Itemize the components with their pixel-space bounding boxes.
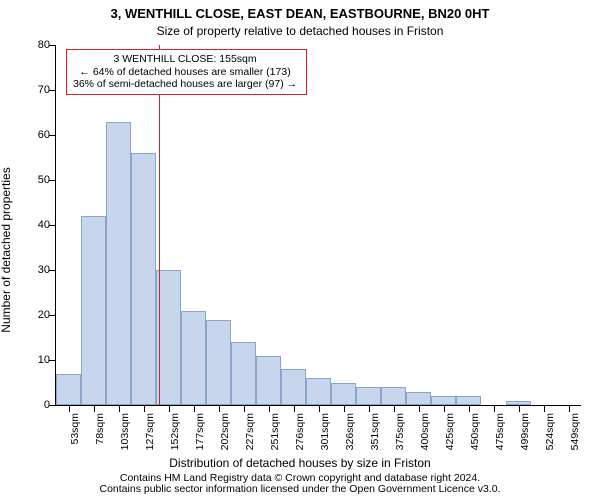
footer-text: Contains HM Land Registry data © Crown c… <box>0 473 600 496</box>
x-tick-label: 450sqm <box>469 413 481 450</box>
x-tick-label: 177sqm <box>194 413 206 450</box>
x-tick <box>544 406 545 412</box>
histogram-bar <box>506 401 531 406</box>
x-tick <box>419 406 420 412</box>
x-tick-label: 53sqm <box>69 413 81 445</box>
x-tick <box>569 406 570 412</box>
x-tick-label: 400sqm <box>419 413 431 450</box>
histogram-bar <box>356 387 381 405</box>
y-tick-label: 10 <box>26 354 50 366</box>
x-tick <box>94 406 95 412</box>
annotation-line-1: 3 WENTHILL CLOSE: 155sqm <box>73 53 297 66</box>
x-tick-label: 276sqm <box>294 413 306 450</box>
x-tick-label: 227sqm <box>244 413 256 450</box>
y-tick-label: 30 <box>26 264 50 276</box>
x-tick <box>444 406 445 412</box>
x-tick-label: 301sqm <box>319 413 331 450</box>
x-tick-label: 475sqm <box>494 413 506 450</box>
x-tick <box>469 406 470 412</box>
x-tick-label: 202sqm <box>219 413 231 450</box>
y-tick-label: 60 <box>26 129 50 141</box>
histogram-bar <box>281 369 306 405</box>
chart-title: 3, WENTHILL CLOSE, EAST DEAN, EASTBOURNE… <box>0 6 600 21</box>
x-tick <box>269 406 270 412</box>
y-axis-label: Number of detached properties <box>0 167 13 332</box>
x-tick <box>519 406 520 412</box>
histogram-bar <box>431 396 456 405</box>
histogram-bar <box>381 387 406 405</box>
y-tick-label: 0 <box>26 399 50 411</box>
x-tick-label: 251sqm <box>269 413 281 450</box>
histogram-bar <box>181 311 206 406</box>
plot-area: 3 WENTHILL CLOSE: 155sqm ← 64% of detach… <box>55 45 581 406</box>
histogram-bar <box>306 378 331 405</box>
x-tick <box>294 406 295 412</box>
histogram-bar <box>406 392 431 406</box>
y-tick-label: 80 <box>26 39 50 51</box>
x-tick <box>394 406 395 412</box>
x-tick-label: 375sqm <box>394 413 406 450</box>
histogram-bar <box>331 383 356 406</box>
x-tick-label: 499sqm <box>519 413 531 450</box>
x-tick <box>344 406 345 412</box>
footer-line-2: Contains public sector information licen… <box>0 484 600 496</box>
x-tick <box>319 406 320 412</box>
x-tick <box>194 406 195 412</box>
histogram-bar <box>81 216 106 405</box>
x-tick-label: 127sqm <box>144 413 156 450</box>
histogram-bar <box>231 342 256 405</box>
y-tick-label: 70 <box>26 84 50 96</box>
y-tick-label: 20 <box>26 309 50 321</box>
y-tick-label: 50 <box>26 174 50 186</box>
x-tick-label: 326sqm <box>344 413 356 450</box>
x-tick-label: 425sqm <box>444 413 456 450</box>
x-tick <box>369 406 370 412</box>
x-tick <box>144 406 145 412</box>
x-tick-label: 351sqm <box>369 413 381 450</box>
x-tick-label: 152sqm <box>169 413 181 450</box>
histogram-bar <box>256 356 281 406</box>
annotation-box: 3 WENTHILL CLOSE: 155sqm ← 64% of detach… <box>66 49 307 95</box>
reference-line <box>159 45 160 405</box>
x-tick-label: 524sqm <box>544 413 556 450</box>
x-tick <box>69 406 70 412</box>
x-tick <box>494 406 495 412</box>
chart-container: 3, WENTHILL CLOSE, EAST DEAN, EASTBOURNE… <box>0 0 600 500</box>
chart-subtitle: Size of property relative to detached ho… <box>0 24 600 38</box>
histogram-bar <box>106 122 131 406</box>
histogram-bar <box>56 374 81 406</box>
annotation-line-3: 36% of semi-detached houses are larger (… <box>73 78 297 91</box>
x-axis-label: Distribution of detached houses by size … <box>0 456 600 470</box>
x-tick <box>119 406 120 412</box>
histogram-bar <box>131 153 156 405</box>
x-tick <box>244 406 245 412</box>
x-tick-label: 549sqm <box>569 413 581 450</box>
annotation-line-2: ← 64% of detached houses are smaller (17… <box>73 66 297 79</box>
y-tick-label: 40 <box>26 219 50 231</box>
x-tick-label: 78sqm <box>94 413 106 445</box>
histogram-bar <box>206 320 231 406</box>
histogram-bar <box>456 396 481 405</box>
x-tick <box>169 406 170 412</box>
x-tick-label: 103sqm <box>119 413 131 450</box>
x-tick <box>219 406 220 412</box>
